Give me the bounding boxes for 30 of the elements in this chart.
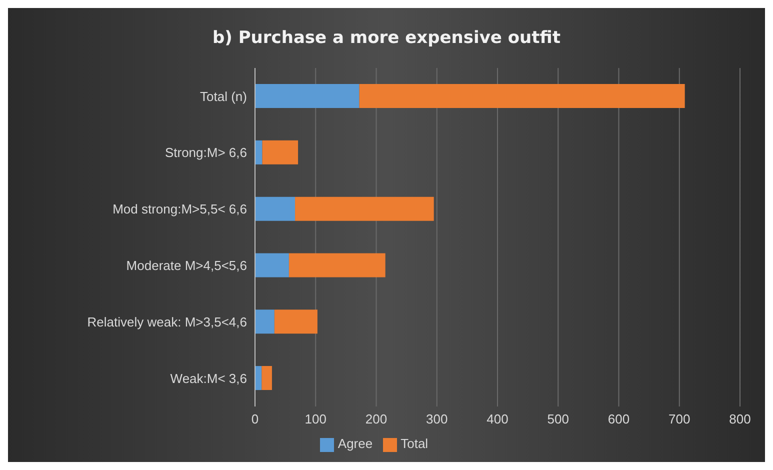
bar [255,366,262,390]
legend-label: Total [400,436,428,452]
x-tick-label: 800 [729,412,751,427]
y-tick-label: Strong:M> 6,6 [164,145,247,160]
x-tick-label: 200 [365,412,388,427]
x-tick-label: 500 [547,412,569,427]
x-tick-label: 300 [426,412,448,427]
x-tick-label: 0 [251,412,259,427]
bar [255,140,262,164]
bar [255,196,296,221]
bar [288,253,386,278]
bar [255,253,289,278]
y-tick-label: Total (n) [200,88,247,104]
x-tick-label: 100 [304,412,326,427]
bar [255,310,274,334]
x-tick-label: 400 [486,412,508,427]
x-tick-label: 700 [668,412,690,427]
bar [262,366,272,390]
bar [295,196,434,221]
bar [262,140,298,164]
bar [274,310,318,334]
chart-title: b) Purchase a more expensive outfit [211,28,562,48]
y-tick-label: Mod strong:M>5,5< 6,6 [112,202,247,217]
bar [359,84,685,108]
legend-label: Agree [338,436,373,452]
x-tick-label: 600 [608,412,630,427]
y-tick-label: Moderate M>4,5<5,6 [126,258,247,274]
y-tick-label: Relatively weak: M>3,5<4,6 [87,314,247,330]
bar [255,84,360,108]
y-tick-label: Weak:M< 3,6 [170,370,247,386]
